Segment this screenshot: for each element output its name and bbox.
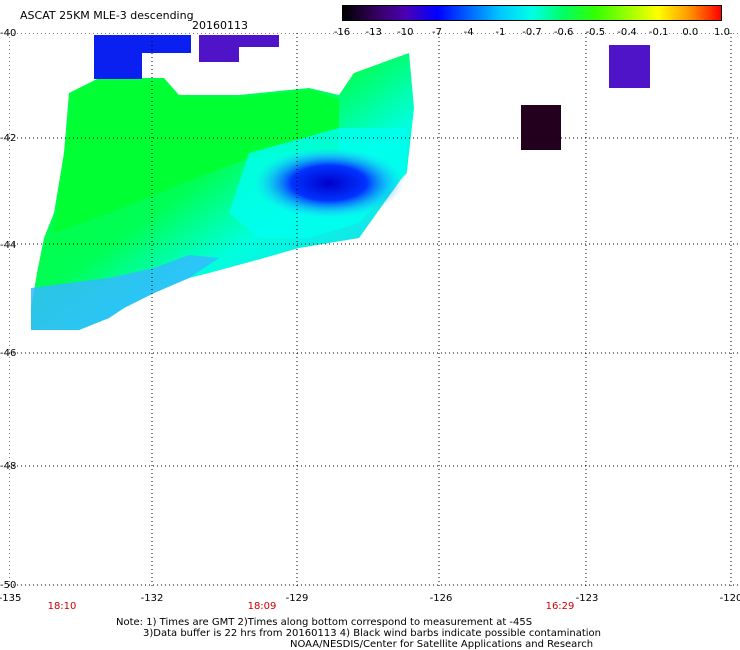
blue-anomaly-core xyxy=(254,148,404,218)
colorbar xyxy=(342,5,722,21)
colorbar-tick-label: -4 xyxy=(463,27,474,38)
note-line-3: NOAA/NESDIS/Center for Satellite Applica… xyxy=(290,639,594,650)
swath-green-upper xyxy=(54,81,339,233)
latitude-label: -42 xyxy=(0,133,17,144)
top-blue-block-lower xyxy=(94,51,142,79)
latitude-label: -48 xyxy=(0,461,17,472)
latitude-label: -46 xyxy=(0,348,17,359)
colorbar-tick-label: 0.0 xyxy=(682,27,699,38)
colorbar-tick-label: -0.1 xyxy=(648,27,669,38)
colorbar-tick-label: -0.7 xyxy=(522,27,542,38)
measurement-time-label: 16:29 xyxy=(545,601,575,612)
longitude-label: -126 xyxy=(429,593,453,604)
data-swath xyxy=(31,35,650,330)
longitude-label: -135 xyxy=(0,593,22,604)
top-purple-block-lower xyxy=(199,45,239,62)
map-plot xyxy=(9,33,740,586)
colorbar-tick-label: -0.6 xyxy=(553,27,574,38)
colorbar-tick-label: -0.5 xyxy=(585,27,606,38)
top-blue-block xyxy=(94,35,191,53)
colorbar-tick-label: -1 xyxy=(495,27,506,38)
note-line-2: 3)Data buffer is 22 hrs from 20160113 4)… xyxy=(143,628,601,639)
map-date: 20160113 xyxy=(192,19,248,32)
latitude-label: -50 xyxy=(0,580,17,591)
purple-block-east xyxy=(609,45,650,88)
colorbar-tick-label: -0.4 xyxy=(617,27,637,38)
map-title: ASCAT 25KM MLE-3 descending xyxy=(20,9,194,22)
dark-block xyxy=(521,105,561,150)
note-line-1: Note: 1) Times are GMT 2)Times along bot… xyxy=(116,617,533,628)
longitude-label: -123 xyxy=(575,593,599,604)
grid-lines xyxy=(9,33,740,586)
measurement-time-label: 18:10 xyxy=(47,601,77,612)
latitude-label: -44 xyxy=(0,240,17,251)
longitude-label: -129 xyxy=(285,593,309,604)
measurement-time-label: 18:09 xyxy=(247,601,277,612)
longitude-label: -120 xyxy=(719,593,740,604)
swath-light-blue-edge xyxy=(31,255,219,330)
top-purple-block xyxy=(199,35,279,47)
longitude-label: -132 xyxy=(140,593,164,604)
latitude-label: -40 xyxy=(0,28,17,39)
